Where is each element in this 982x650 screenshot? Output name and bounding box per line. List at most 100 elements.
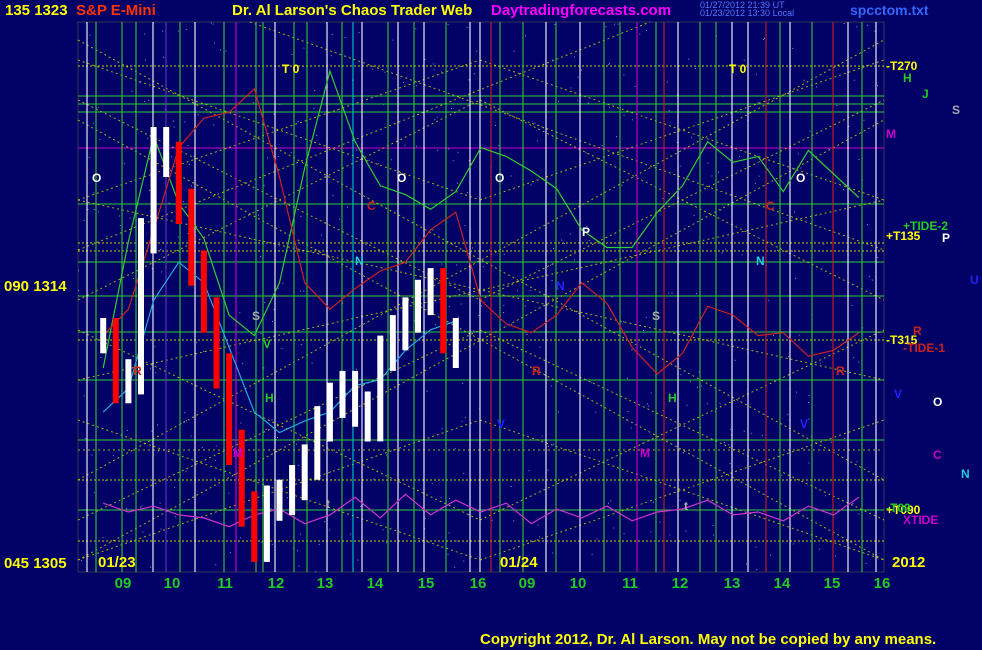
star-dot xyxy=(764,37,765,39)
star-dot xyxy=(415,85,417,87)
star-dot xyxy=(808,402,810,403)
star-dot xyxy=(416,145,418,147)
y-tick-label: 045 1305 xyxy=(4,555,67,572)
star-dot xyxy=(858,361,860,363)
star-dot xyxy=(174,486,176,488)
star-dot xyxy=(625,419,627,421)
x-tick-label: 09 xyxy=(519,575,536,592)
page-title: Dr. Al Larson's Chaos Trader Web xyxy=(232,2,473,19)
star-dot xyxy=(116,248,118,250)
field-label-right: +T090 xyxy=(886,503,921,517)
star-dot xyxy=(621,184,623,186)
star-dot xyxy=(819,362,821,364)
star-dot xyxy=(102,537,104,539)
star-dot xyxy=(147,137,149,139)
star-dot xyxy=(623,114,625,116)
star-dot xyxy=(788,356,789,358)
star-dot xyxy=(239,312,241,314)
star-dot xyxy=(261,541,263,543)
star-dot xyxy=(140,506,142,508)
star-dot xyxy=(133,278,135,279)
star-dot xyxy=(424,517,426,519)
star-dot xyxy=(768,299,770,301)
star-dot xyxy=(700,427,702,428)
star-dot xyxy=(462,382,464,384)
star-dot xyxy=(558,100,560,102)
field-label-right: R xyxy=(913,324,922,338)
star-dot xyxy=(877,256,879,258)
star-dot xyxy=(719,402,721,404)
star-dot xyxy=(580,69,582,71)
star-dot xyxy=(342,302,344,304)
star-dot xyxy=(271,419,273,421)
price-bar xyxy=(175,141,182,224)
price-bar xyxy=(251,491,258,562)
price-bar xyxy=(377,335,384,442)
field-tag: P xyxy=(582,225,590,239)
price-bar xyxy=(301,444,308,501)
star-dot xyxy=(564,243,565,244)
star-dot xyxy=(260,256,262,257)
star-dot xyxy=(160,528,162,530)
star-dot xyxy=(720,209,722,211)
price-bar xyxy=(339,370,346,418)
star-dot xyxy=(503,312,504,313)
star-dot xyxy=(435,324,437,326)
star-dot xyxy=(630,427,632,429)
star-dot xyxy=(792,543,794,545)
star-dot xyxy=(460,303,462,305)
star-dot xyxy=(297,121,299,123)
star-dot xyxy=(666,81,668,83)
star-dot xyxy=(858,159,860,160)
star-dot xyxy=(755,73,757,75)
star-dot xyxy=(853,79,855,81)
star-dot xyxy=(190,435,192,437)
star-dot xyxy=(528,470,530,472)
star-dot xyxy=(78,289,80,291)
star-dot xyxy=(777,249,779,251)
star-dot xyxy=(242,363,244,365)
star-dot xyxy=(186,420,187,422)
field-label-right: -TIDE-1 xyxy=(903,341,945,355)
star-dot xyxy=(257,214,259,216)
price-bar xyxy=(402,297,409,351)
star-dot xyxy=(240,422,242,424)
star-dot xyxy=(856,26,858,28)
star-dot xyxy=(577,100,579,102)
star-dot xyxy=(336,109,338,111)
field-tag: S xyxy=(252,309,260,323)
star-dot xyxy=(851,304,853,306)
diagonal-line xyxy=(77,329,481,521)
star-dot xyxy=(698,371,700,373)
star-dot xyxy=(863,119,865,121)
star-dot xyxy=(712,525,714,527)
star-dot xyxy=(100,357,102,358)
star-dot xyxy=(724,248,726,250)
star-dot xyxy=(721,252,723,254)
star-dot xyxy=(848,126,850,127)
star-dot xyxy=(819,548,821,550)
star-dot xyxy=(825,495,826,497)
star-dot xyxy=(314,90,316,91)
star-dot xyxy=(424,528,426,530)
star-dot xyxy=(300,533,302,535)
star-dot xyxy=(331,33,333,35)
star-dot xyxy=(871,279,873,281)
star-dot xyxy=(711,175,713,177)
x-tick-label: 12 xyxy=(672,575,689,592)
star-dot xyxy=(525,35,526,37)
star-dot xyxy=(431,483,433,485)
star-dot xyxy=(690,136,692,138)
star-dot xyxy=(464,225,466,227)
field-tag: V xyxy=(800,417,808,431)
star-dot xyxy=(511,323,512,325)
star-dot xyxy=(193,155,195,157)
site-label[interactable]: Daytradingforecasts.com xyxy=(491,2,672,19)
star-dot xyxy=(541,435,543,437)
star-dot xyxy=(346,206,348,208)
star-dot xyxy=(874,30,876,32)
x-tick-label: 11 xyxy=(217,575,233,592)
star-dot xyxy=(554,23,556,25)
star-dot xyxy=(191,185,192,187)
star-dot xyxy=(338,218,340,220)
